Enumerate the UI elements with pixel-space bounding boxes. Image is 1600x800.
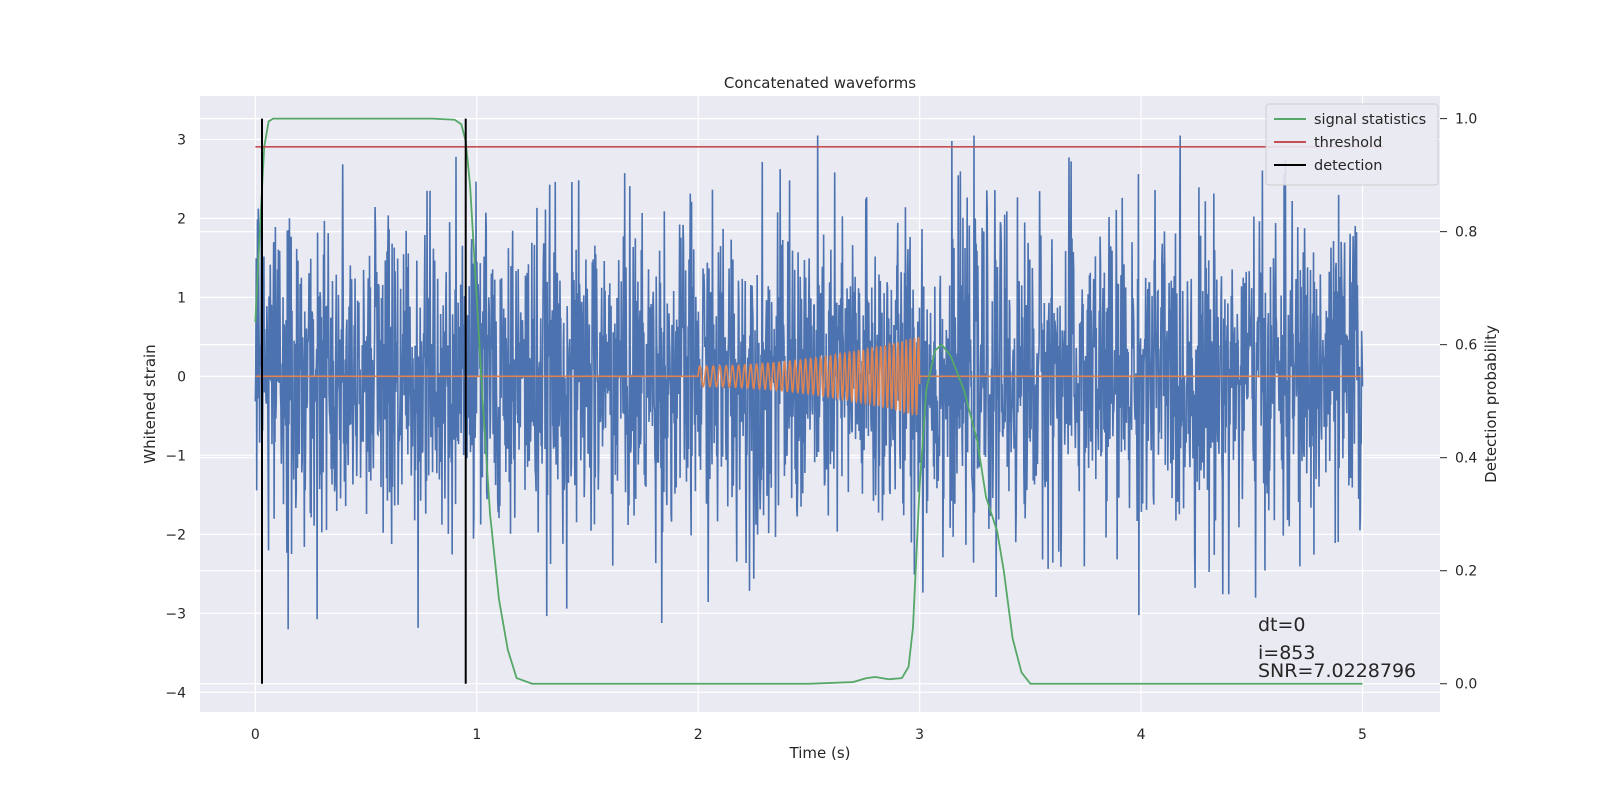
y-right-tick-label: 0.8 (1455, 225, 1477, 241)
y-right-tick-label: 0.6 (1455, 338, 1477, 354)
x-axis-label: Time (s) (789, 744, 851, 762)
y-tick-label: 1 (177, 290, 186, 306)
y-tick-label: 2 (177, 211, 186, 227)
y-tick-label: −2 (165, 527, 186, 543)
annotation-text: SNR=7.0228796 (1258, 660, 1416, 682)
x-tick-label: 3 (915, 727, 924, 743)
y-tick-label: −3 (165, 606, 186, 622)
legend-box (1265, 103, 1439, 186)
x-tick-label: 1 (472, 727, 481, 743)
strain-noise-line (254, 135, 1364, 630)
y-right-tick-label: 0.2 (1455, 564, 1477, 580)
legend-label: detection (1314, 158, 1382, 174)
axes: 0 1 2 3 4 5 −4 −3 −2 −1 0 1 2 3 0.0 0.2 0.4 0.6 0.8 1.0 (165, 112, 1477, 743)
legend-label: threshold (1314, 135, 1382, 151)
y-axis-right-label: Detection probability (1482, 325, 1500, 483)
chart-title: Concatenated waveforms (724, 74, 916, 92)
y-tick-label: −4 (165, 685, 186, 701)
x-tick-label: 4 (1137, 727, 1146, 743)
x-tick-label: 2 (694, 727, 703, 743)
legend: signal statistics threshold detection (1265, 103, 1439, 186)
y-right-tick-label: 0.4 (1455, 451, 1477, 467)
y-axis-label: Whitened strain (141, 344, 159, 463)
y-tick-label: 0 (177, 369, 186, 385)
y-right-tick-label: 1.0 (1455, 112, 1477, 128)
annotation-text: dt=0 (1258, 614, 1306, 636)
legend-label: signal statistics (1314, 112, 1426, 128)
injected-signal-line (255, 337, 1363, 417)
x-tick-label: 5 (1358, 727, 1367, 743)
annotation-text: i=853 (1258, 642, 1315, 664)
y-tick-label: −1 (165, 448, 186, 464)
y-right-tick-label: 0.0 (1455, 677, 1477, 693)
y-tick-label: 3 (177, 132, 186, 148)
plot-marks (254, 117, 1385, 685)
x-tick-label: 0 (251, 727, 260, 743)
signal-statistics-line (254, 117, 1363, 685)
